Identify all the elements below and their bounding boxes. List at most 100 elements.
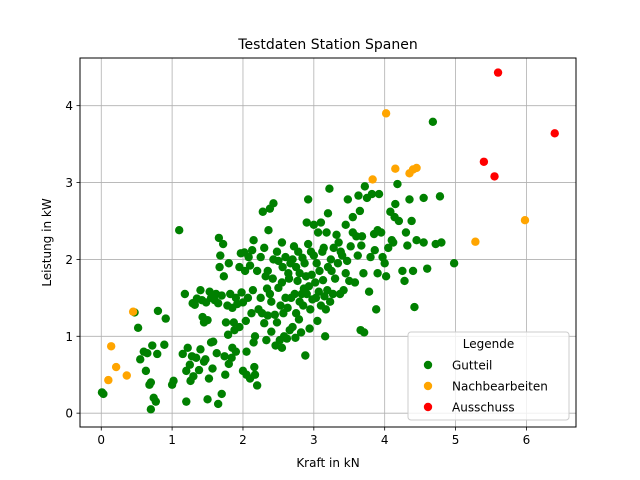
point-gutteil bbox=[319, 243, 328, 253]
point-gutteil bbox=[217, 291, 226, 300]
point-gutteil bbox=[423, 264, 432, 273]
point-gutteil bbox=[407, 216, 416, 226]
point-gutteil bbox=[294, 247, 303, 256]
point-gutteil bbox=[180, 289, 190, 299]
point-gutteil bbox=[302, 218, 311, 227]
point-gutteil bbox=[213, 399, 223, 409]
point-gutteil bbox=[315, 266, 324, 276]
point-gutteil bbox=[370, 245, 379, 255]
point-gutteil bbox=[265, 289, 275, 299]
point-gutteil bbox=[283, 303, 292, 313]
point-gutteil bbox=[263, 311, 272, 320]
point-gutteil bbox=[245, 261, 255, 270]
point-gutteil bbox=[148, 341, 157, 350]
point-gutteil bbox=[325, 297, 335, 306]
x-axis-label: Kraft in kN bbox=[296, 456, 359, 470]
point-gutteil bbox=[231, 347, 241, 356]
point-gutteil bbox=[318, 275, 328, 285]
point-gutteil bbox=[296, 328, 306, 337]
point-gutteil bbox=[182, 397, 191, 406]
point-gutteil bbox=[366, 252, 375, 262]
legend-label-gutteil: Gutteil bbox=[452, 359, 492, 373]
point-gutteil bbox=[321, 305, 331, 314]
point-gutteil bbox=[325, 184, 334, 193]
legend-title: Legende bbox=[463, 337, 514, 351]
point-gutteil bbox=[269, 199, 278, 208]
point-nachbearbeiten bbox=[106, 342, 116, 351]
point-gutteil bbox=[209, 337, 218, 346]
point-ausschuss bbox=[493, 68, 503, 77]
point-gutteil bbox=[240, 266, 250, 276]
x-tick-label: 2 bbox=[239, 433, 247, 447]
point-gutteil bbox=[267, 297, 276, 306]
point-gutteil bbox=[284, 274, 294, 283]
point-gutteil bbox=[290, 289, 299, 299]
point-gutteil bbox=[355, 206, 365, 216]
point-gutteil bbox=[221, 370, 230, 379]
point-gutteil bbox=[299, 301, 308, 310]
point-gutteil bbox=[419, 238, 428, 247]
point-gutteil bbox=[237, 288, 246, 297]
point-gutteil bbox=[288, 255, 297, 264]
point-gutteil bbox=[419, 193, 428, 203]
point-gutteil bbox=[394, 216, 404, 226]
plot-frame bbox=[79, 57, 577, 428]
point-gutteil bbox=[219, 272, 229, 281]
point-gutteil bbox=[241, 316, 251, 326]
x-tick-label: 6 bbox=[523, 433, 531, 447]
point-gutteil bbox=[329, 243, 338, 253]
point-gutteil bbox=[277, 278, 287, 287]
point-gutteil bbox=[160, 340, 169, 349]
point-gutteil bbox=[359, 269, 368, 278]
point-gutteil bbox=[303, 239, 313, 249]
point-gutteil bbox=[268, 274, 277, 283]
point-gutteil bbox=[224, 259, 233, 268]
point-gutteil bbox=[353, 251, 362, 260]
point-gutteil bbox=[151, 397, 161, 406]
point-gutteil bbox=[339, 285, 348, 295]
point-gutteil bbox=[311, 278, 320, 287]
point-gutteil bbox=[373, 269, 382, 278]
point-gutteil bbox=[357, 241, 366, 250]
y-tick-label: 4 bbox=[65, 99, 73, 113]
point-gutteil bbox=[301, 351, 310, 360]
point-gutteil bbox=[400, 276, 409, 286]
chart-title: Testdaten Station Spanen bbox=[237, 37, 417, 53]
point-gutteil bbox=[192, 353, 201, 363]
legend-label-ausschuss: Ausschuss bbox=[452, 401, 515, 415]
point-gutteil bbox=[428, 117, 438, 127]
point-gutteil bbox=[161, 314, 170, 323]
point-gutteil bbox=[374, 189, 384, 199]
point-gutteil bbox=[270, 310, 280, 319]
point-gutteil bbox=[330, 274, 340, 283]
point-gutteil bbox=[223, 330, 233, 339]
point-gutteil bbox=[313, 316, 322, 326]
point-gutteil bbox=[146, 405, 156, 414]
point-gutteil bbox=[357, 232, 367, 241]
point-gutteil bbox=[146, 378, 156, 387]
point-gutteil bbox=[278, 262, 287, 272]
point-gutteil bbox=[196, 345, 205, 354]
point-gutteil bbox=[260, 243, 269, 253]
point-gutteil bbox=[203, 315, 212, 325]
point-gutteil bbox=[248, 285, 258, 295]
point-gutteil bbox=[267, 327, 276, 336]
point-gutteil bbox=[333, 259, 343, 268]
point-gutteil bbox=[153, 349, 162, 359]
point-gutteil bbox=[281, 252, 290, 262]
point-gutteil bbox=[401, 228, 411, 237]
point-gutteil bbox=[341, 269, 350, 278]
point-nachbearbeiten bbox=[111, 362, 121, 372]
point-gutteil bbox=[412, 235, 421, 245]
point-gutteil bbox=[250, 332, 260, 341]
point-gutteil bbox=[334, 238, 343, 247]
point-nachbearbeiten bbox=[128, 307, 138, 316]
point-gutteil bbox=[295, 269, 304, 278]
legend-box bbox=[407, 331, 570, 421]
x-tick-label: 1 bbox=[168, 433, 176, 447]
point-gutteil bbox=[217, 389, 226, 399]
point-gutteil bbox=[175, 226, 184, 235]
x-axis-ticks: 0 1 2 3 4 5 6 bbox=[97, 427, 530, 447]
point-nachbearbeiten bbox=[381, 109, 391, 118]
point-nachbearbeiten bbox=[520, 216, 530, 225]
